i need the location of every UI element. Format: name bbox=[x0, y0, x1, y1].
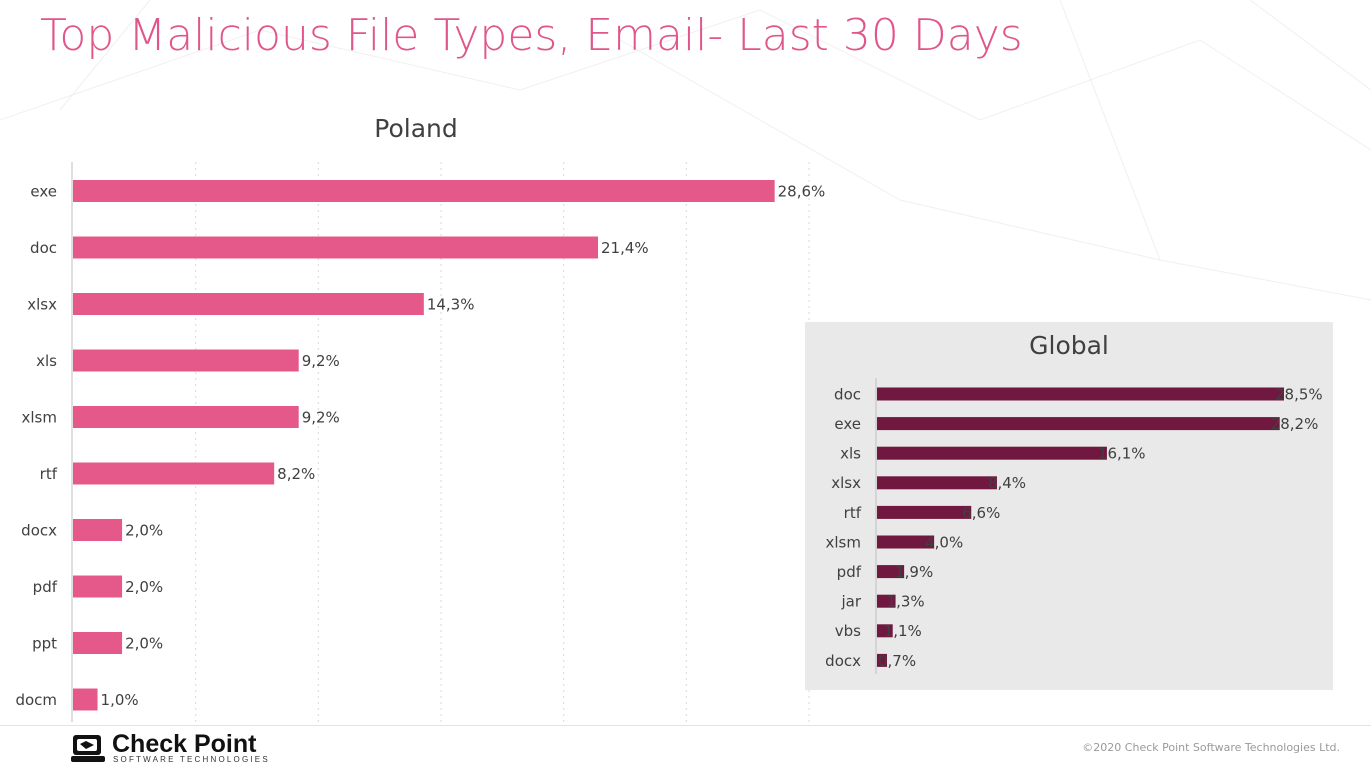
category-label: docx bbox=[21, 521, 57, 539]
data-label: 1,1% bbox=[884, 622, 922, 640]
data-label: 1,0% bbox=[101, 691, 139, 709]
data-label: 28,2% bbox=[1271, 415, 1319, 433]
category-label: exe bbox=[834, 415, 861, 433]
category-label: pdf bbox=[837, 563, 862, 581]
global-chart: Global doc 28,5% exe 28,2% xls 16,1% xlsx 8,4% r… bbox=[825, 331, 1323, 674]
data-label: 6,6% bbox=[962, 504, 1000, 522]
data-label: 21,4% bbox=[601, 239, 649, 257]
category-label: pdf bbox=[33, 578, 58, 596]
bar-vbs bbox=[877, 624, 893, 638]
data-label: 1,3% bbox=[887, 593, 925, 611]
bar-xls bbox=[73, 349, 299, 372]
global-chart-title: Global bbox=[1029, 331, 1109, 360]
bar-xlsx bbox=[877, 476, 997, 490]
poland-bars: exe 28,6% doc 21,4% xlsx 14,3% xls 9,2% xlsm 9,2%… bbox=[15, 180, 825, 711]
poland-chart: Poland exe 28,6% doc 21,4% xlsx 14,3% xls 9,2% x… bbox=[15, 114, 825, 722]
copyright-notice: ©2020 Check Point Software Technologies … bbox=[1082, 741, 1340, 754]
bar-exe bbox=[877, 417, 1280, 431]
data-label: 28,5% bbox=[1275, 385, 1323, 403]
category-label: exe bbox=[30, 182, 57, 200]
category-label: ppt bbox=[32, 634, 57, 652]
data-label: 8,2% bbox=[277, 465, 315, 483]
category-label: xlsx bbox=[27, 295, 57, 313]
global-chart-panel: Global doc 28,5% exe 28,2% xls 16,1% xlsx 8,4% r… bbox=[805, 322, 1333, 690]
bar-doc bbox=[73, 236, 599, 259]
data-label: 16,1% bbox=[1098, 445, 1146, 463]
category-label: xls bbox=[840, 445, 861, 463]
category-label: doc bbox=[834, 385, 861, 403]
check-point-logo-icon bbox=[71, 735, 105, 762]
category-label: xls bbox=[36, 352, 57, 370]
bar-docx bbox=[877, 653, 887, 667]
data-label: 8,4% bbox=[988, 474, 1026, 492]
data-label: 0,7% bbox=[878, 652, 916, 670]
category-label: rtf bbox=[40, 465, 58, 483]
data-label: 2,0% bbox=[125, 634, 163, 652]
data-label: 14,3% bbox=[427, 295, 475, 313]
category-label: xlsm bbox=[22, 408, 57, 426]
logo-name: Check Point bbox=[112, 730, 257, 758]
bar-docx bbox=[73, 519, 123, 541]
global-bars: doc 28,5% exe 28,2% xls 16,1% xlsx 8,4% rtf 6,6% x… bbox=[825, 385, 1322, 669]
data-label: 2,0% bbox=[125, 521, 163, 539]
category-label: jar bbox=[840, 593, 861, 611]
data-label: 4,0% bbox=[925, 533, 963, 551]
category-label: rtf bbox=[844, 504, 862, 522]
data-label: 28,6% bbox=[778, 182, 826, 200]
bar-rtf bbox=[877, 505, 972, 519]
bar-pdf bbox=[877, 565, 905, 579]
data-label: 9,2% bbox=[302, 352, 340, 370]
data-label: 1,9% bbox=[895, 563, 933, 581]
footer-divider bbox=[0, 725, 1371, 726]
bar-xlsx bbox=[73, 293, 424, 315]
category-label: doc bbox=[30, 239, 57, 257]
bar-exe bbox=[73, 180, 775, 202]
bar-ppt bbox=[73, 632, 123, 654]
category-label: xlsx bbox=[831, 474, 861, 492]
bar-xlsm bbox=[73, 406, 299, 428]
bar-xlsm bbox=[877, 535, 935, 549]
bar-docm bbox=[73, 688, 98, 711]
data-label: 2,0% bbox=[125, 578, 163, 596]
category-label: vbs bbox=[835, 622, 861, 640]
bar-jar bbox=[877, 594, 896, 608]
check-point-logo: Check Point SOFTWARE TECHNOLOGIES bbox=[70, 730, 270, 765]
bar-pdf bbox=[73, 575, 123, 598]
category-label: xlsm bbox=[826, 533, 861, 551]
slide-title: Top Malicious File Types, Email- Last 30… bbox=[40, 10, 1023, 61]
poland-chart-title: Poland bbox=[374, 114, 457, 143]
bar-doc bbox=[877, 387, 1284, 401]
logo-tagline: SOFTWARE TECHNOLOGIES bbox=[113, 755, 270, 764]
category-label: docx bbox=[825, 652, 861, 670]
category-label: docm bbox=[15, 691, 57, 709]
bar-xls bbox=[877, 446, 1107, 460]
data-label: 9,2% bbox=[302, 408, 340, 426]
bar-rtf bbox=[73, 462, 275, 485]
